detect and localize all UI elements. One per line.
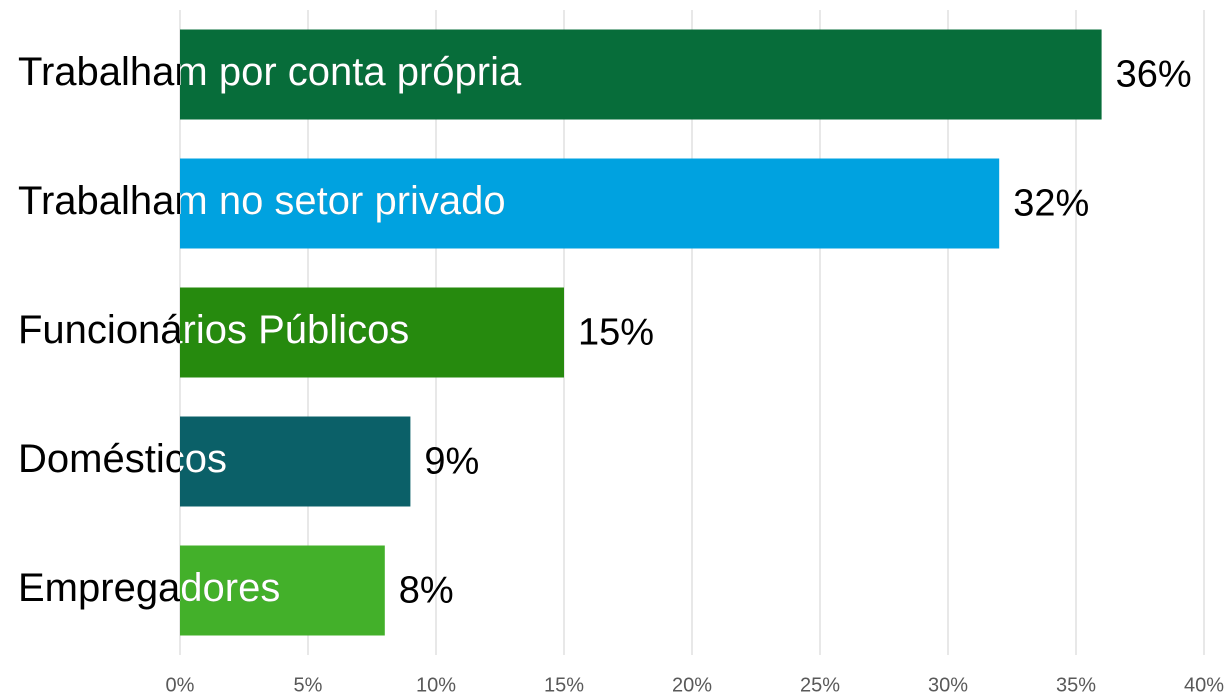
x-tick-label: 25% [800,674,840,694]
bar [180,287,564,378]
x-tick-label: 10% [416,674,456,694]
category-label-on-bar: Trabalham por conta própria [18,50,522,94]
category-label: Empregadores [18,566,280,610]
value-label: 15% [578,312,654,354]
x-tick-label: 0% [166,674,195,694]
category-label-on-bar: Empregadores [18,566,280,610]
x-tick-label: 20% [672,674,712,694]
category-label-on-bar: Funcionários Públicos [18,308,409,352]
category-label-on-bar: Domésticos [18,437,227,481]
category-label: Domésticos [18,437,227,481]
x-tick-label: 15% [544,674,584,694]
bar [180,416,411,507]
x-tick-label: 30% [928,674,968,694]
category-label: Trabalham por conta própria [18,50,522,94]
value-label: 36% [1116,54,1192,96]
x-tick-label: 5% [294,674,323,694]
value-label: 8% [399,570,454,612]
x-tick-label: 40% [1184,674,1224,694]
category-label-on-bar: Trabalham no setor privado [18,179,506,223]
bar [180,545,385,636]
bar [180,29,1102,120]
category-label: Trabalham no setor privado [18,179,506,223]
value-label: 9% [424,441,479,483]
bar [180,158,1000,249]
value-label: 32% [1013,183,1089,225]
category-label: Funcionários Públicos [18,308,409,352]
x-tick-label: 35% [1056,674,1096,694]
